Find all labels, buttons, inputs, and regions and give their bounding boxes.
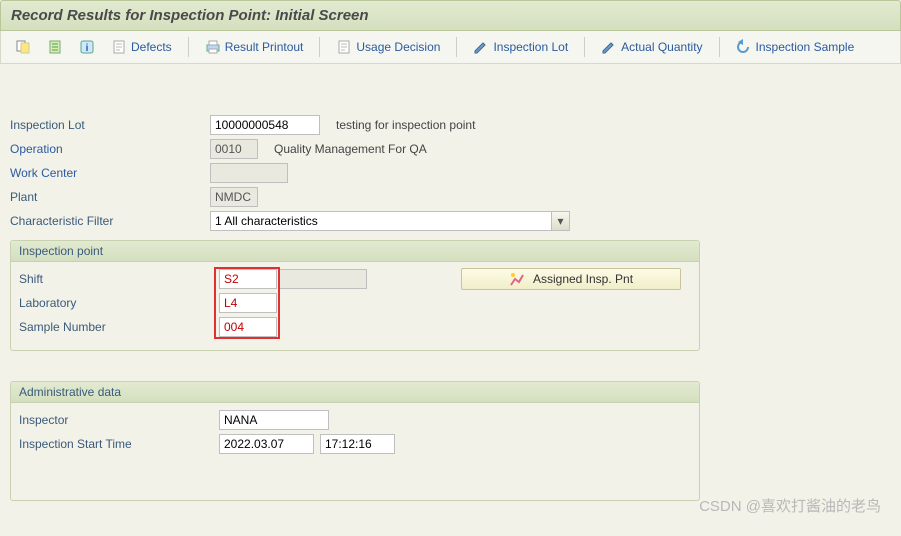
inspection-lot-label: Inspection Lot <box>493 40 568 54</box>
laboratory-input[interactable] <box>219 293 277 313</box>
result-printout-label: Result Printout <box>225 40 304 54</box>
assigned-insp-pnt-label: Assigned Insp. Pnt <box>533 272 633 286</box>
usage-decision-button[interactable]: Usage Decision <box>330 37 446 57</box>
chevron-down-icon[interactable]: ▾ <box>551 212 569 230</box>
inspection-lot-desc: testing for inspection point <box>336 118 475 132</box>
pencil-icon <box>473 39 489 55</box>
toolbar-separator <box>456 37 457 57</box>
operation-field-label[interactable]: Operation <box>10 142 210 156</box>
toolbar-separator <box>584 37 585 57</box>
toolbar-separator <box>188 37 189 57</box>
shift-extra-input <box>279 269 367 289</box>
char-filter-field-label: Characteristic Filter <box>10 214 210 228</box>
work-center-input <box>210 163 288 183</box>
toolbar-icon-2[interactable] <box>41 37 69 57</box>
toolbar-icon-1[interactable] <box>9 37 37 57</box>
toolbar-separator <box>319 37 320 57</box>
laboratory-label: Laboratory <box>19 296 219 310</box>
usage-decision-label: Usage Decision <box>356 40 440 54</box>
inspection-lot-input[interactable] <box>210 115 320 135</box>
toolbar: i Defects Result Printout Usage Decision… <box>0 31 901 64</box>
shift-label: Shift <box>19 272 219 286</box>
sample-number-input[interactable] <box>219 317 277 337</box>
info-icon[interactable]: i <box>73 37 101 57</box>
work-center-field-label[interactable]: Work Center <box>10 166 210 180</box>
char-filter-value[interactable] <box>210 211 570 231</box>
pencil-icon <box>601 39 617 55</box>
page-title: Record Results for Inspection Point: Ini… <box>0 0 901 31</box>
undo-icon <box>736 39 752 55</box>
operation-desc: Quality Management For QA <box>274 142 427 156</box>
inspection-point-group: Inspection point Shift Assigned Insp. Pn… <box>10 240 700 351</box>
inspection-sample-label: Inspection Sample <box>756 40 855 54</box>
inspector-input[interactable] <box>219 410 329 430</box>
inspection-point-title: Inspection point <box>11 241 699 262</box>
content-area: Inspection Lot testing for inspection po… <box>0 64 901 511</box>
result-printout-button[interactable]: Result Printout <box>199 37 310 57</box>
document-icon <box>111 39 127 55</box>
operation-input <box>210 139 258 159</box>
toolbar-separator <box>719 37 720 57</box>
defects-button[interactable]: Defects <box>105 37 178 57</box>
actual-quantity-label: Actual Quantity <box>621 40 702 54</box>
inspection-start-time-input[interactable] <box>320 434 395 454</box>
defects-label: Defects <box>131 40 172 54</box>
sample-number-label: Sample Number <box>19 320 219 334</box>
printer-icon <box>205 39 221 55</box>
svg-text:i: i <box>86 43 89 54</box>
assigned-insp-pnt-button[interactable]: Assigned Insp. Pnt <box>461 268 681 290</box>
inspection-start-date-input[interactable] <box>219 434 314 454</box>
inspection-lot-button[interactable]: Inspection Lot <box>467 37 574 57</box>
chart-icon <box>509 271 525 287</box>
admin-data-group: Administrative data Inspector Inspection… <box>10 381 700 501</box>
admin-data-title: Administrative data <box>11 382 699 403</box>
plant-input <box>210 187 258 207</box>
inspection-lot-field-label: Inspection Lot <box>10 118 210 132</box>
inspector-label: Inspector <box>19 413 219 427</box>
actual-quantity-button[interactable]: Actual Quantity <box>595 37 708 57</box>
document-icon <box>336 39 352 55</box>
inspection-start-time-label: Inspection Start Time <box>19 437 219 451</box>
shift-input[interactable] <box>219 269 277 289</box>
char-filter-dropdown[interactable]: ▾ <box>210 211 570 231</box>
inspection-sample-button[interactable]: Inspection Sample <box>730 37 861 57</box>
plant-field-label: Plant <box>10 190 210 204</box>
